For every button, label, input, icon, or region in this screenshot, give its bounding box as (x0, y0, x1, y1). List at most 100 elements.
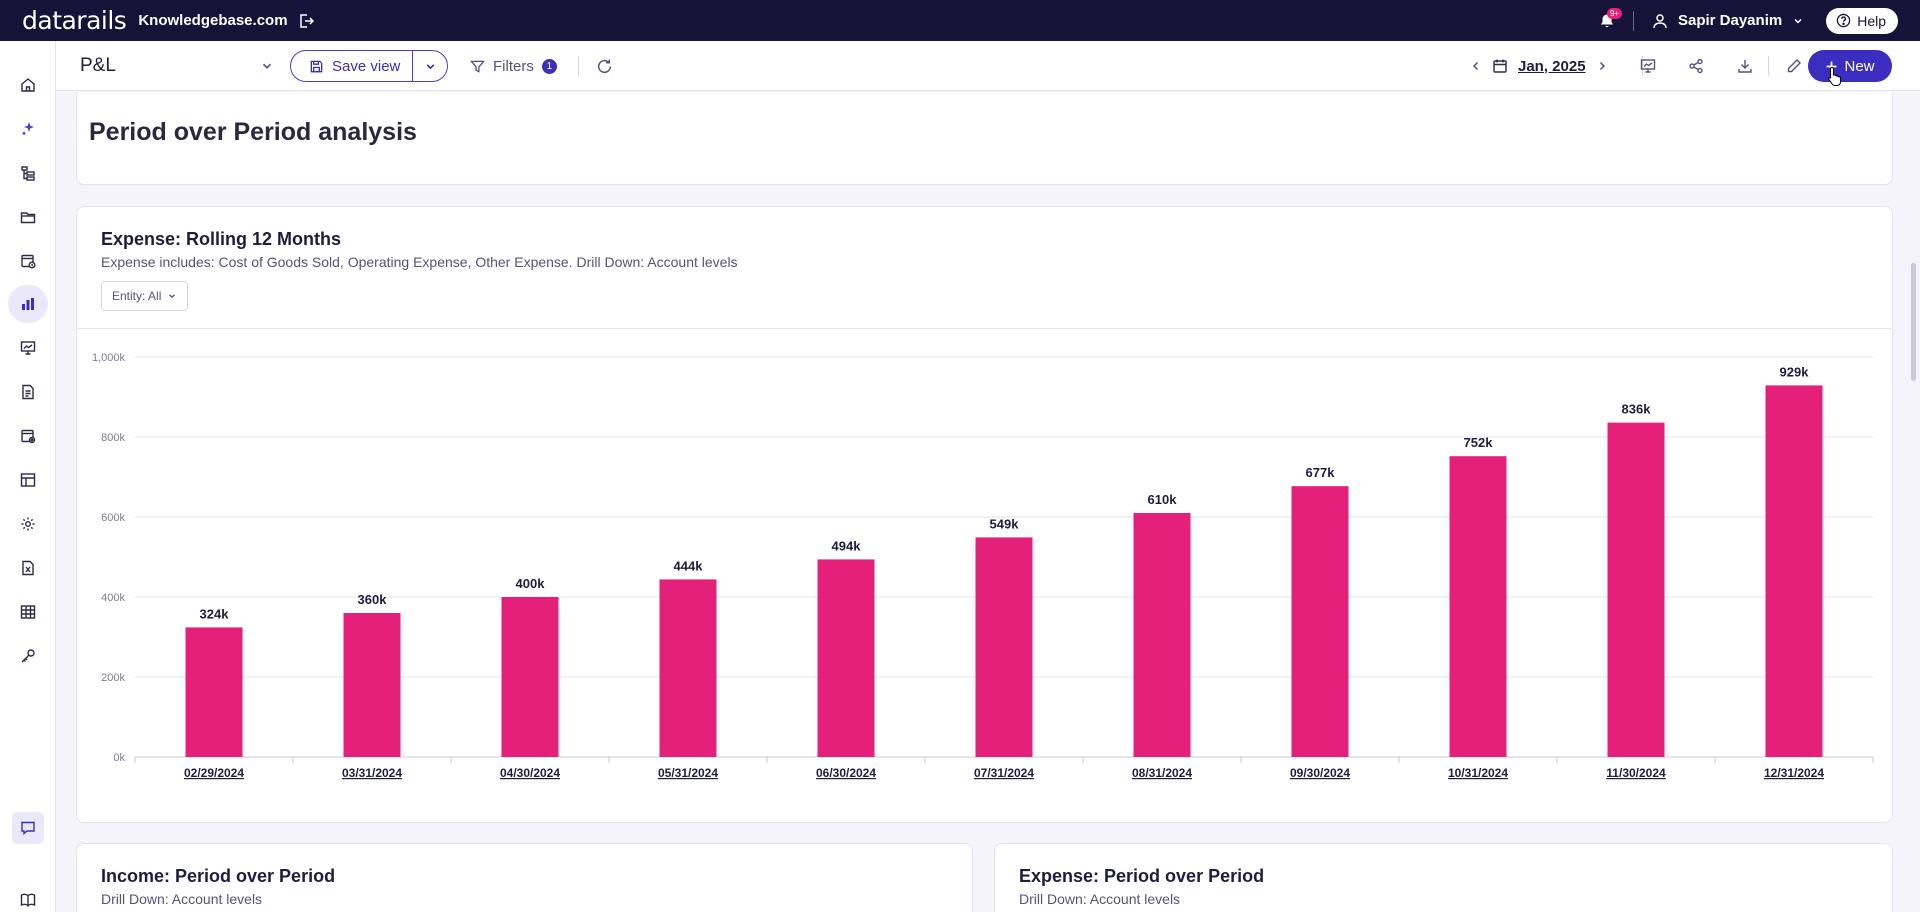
save-view-button[interactable]: Save view (291, 51, 414, 81)
expense-bar-chart: 0k 200k 400k 600k 800k 1,000k 324k 02/29/2024 36… (92, 352, 1874, 780)
x-tick-label: 06/30/2024 (816, 766, 876, 780)
bar (817, 559, 875, 757)
x-tick-label: 04/30/2024 (500, 766, 560, 780)
chart-card-title: Expense: Rolling 12 Months (101, 229, 342, 249)
presentation-mode-icon[interactable] (1638, 56, 1658, 76)
switch-company-icon[interactable] (298, 13, 314, 29)
expense-pop-card: Expense: Period over Period Drill Down: … (994, 843, 1893, 912)
bar (1765, 385, 1823, 757)
entity-filter-dropdown[interactable]: Entity: All (101, 281, 189, 311)
bar (975, 537, 1033, 757)
x-tick-label: 05/31/2024 (658, 766, 718, 780)
x-tick-label: 08/31/2024 (1132, 766, 1192, 780)
presentation-icon[interactable] (8, 329, 48, 367)
entity-filter-label: Entity: All (112, 289, 162, 303)
user-menu[interactable]: Sapir Dayanim (1652, 12, 1804, 29)
x-tick-label: 11/30/2024 (1606, 766, 1666, 780)
document-icon[interactable] (8, 373, 48, 411)
chart-card-subtitle: Expense includes: Cost of Goods Sold, Op… (101, 254, 738, 270)
y-tick-label: 400k (101, 592, 125, 604)
y-tick-label: 1,000k (92, 352, 126, 364)
table-layout-icon[interactable] (8, 461, 48, 499)
view-selector-chevron-icon[interactable] (260, 41, 274, 91)
bar (659, 579, 717, 757)
notifications-bell-icon[interactable]: 9+ (1599, 7, 1623, 29)
y-tick-label: 600k (101, 512, 125, 524)
bar-value-label: 324k (200, 606, 230, 621)
bar-value-label: 549k (990, 516, 1020, 531)
bar-value-label: 752k (1464, 435, 1494, 450)
y-tick-label: 800k (101, 432, 125, 444)
view-toolbar: P&L Save view Filters 1 Jan, 2025 (56, 41, 1920, 91)
bar (1291, 486, 1349, 757)
top-bar: datarails Knowledgebase.com 9+ Sapir Day… (0, 0, 1920, 41)
previous-period-icon[interactable] (1470, 60, 1482, 72)
refresh-icon[interactable] (596, 41, 613, 91)
bar-value-label: 677k (1306, 465, 1336, 480)
bar-chart-icon[interactable] (8, 285, 48, 323)
next-period-icon[interactable] (1596, 60, 1608, 72)
bar-value-label: 444k (674, 558, 704, 573)
bar (1133, 513, 1191, 757)
datarails-logo[interactable]: datarails (22, 6, 127, 35)
period-over-period-section: Period over Period analysis (76, 92, 1893, 185)
filter-icon (470, 60, 485, 73)
x-tick-label: 12/31/2024 (1764, 766, 1824, 780)
book-icon[interactable] (8, 881, 48, 912)
chat-icon[interactable] (8, 809, 48, 847)
filters-count-badge: 1 (541, 58, 557, 74)
home-icon[interactable] (8, 66, 48, 104)
period-label[interactable]: Jan, 2025 (1518, 57, 1586, 75)
x-tick-label: 10/31/2024 (1448, 766, 1508, 780)
x-tick-label: 09/30/2024 (1290, 766, 1350, 780)
toolbar-divider (578, 56, 579, 76)
page-scrollbar-thumb[interactable] (1911, 263, 1916, 381)
grid-table-icon[interactable] (8, 593, 48, 631)
income-pop-card: Income: Period over Period Drill Down: A… (76, 843, 973, 912)
bar (1607, 422, 1665, 757)
excel-file-icon[interactable] (8, 549, 48, 587)
bar (343, 613, 401, 757)
topbar-divider (1632, 10, 1634, 31)
period-selector: Jan, 2025 (1470, 41, 1608, 91)
save-icon (310, 60, 323, 72)
view-name[interactable]: P&L (80, 55, 116, 76)
x-tick-label: 07/31/2024 (974, 766, 1034, 780)
company-name: Knowledgebase.com (138, 12, 288, 29)
scheduled-report-icon[interactable] (8, 242, 48, 280)
help-icon (1836, 13, 1851, 28)
notification-count-badge: 9+ (1606, 7, 1623, 19)
download-icon[interactable] (1735, 56, 1755, 76)
share-icon[interactable] (1686, 56, 1706, 76)
save-view-dropdown-button[interactable] (413, 51, 447, 81)
y-tick-label: 200k (101, 672, 125, 684)
income-pop-title: Income: Period over Period (101, 866, 336, 886)
new-button-label: New (1844, 57, 1875, 75)
key-icon[interactable] (8, 637, 48, 675)
y-tick-label: 0k (113, 752, 125, 764)
calendar-icon (1493, 59, 1507, 73)
folder-icon[interactable] (8, 198, 48, 236)
hierarchy-icon[interactable] (8, 154, 48, 192)
edit-pencil-icon[interactable] (1784, 56, 1804, 76)
user-name: Sapir Dayanim (1677, 12, 1783, 29)
page-scrollbar-track[interactable] (1906, 92, 1920, 912)
new-button[interactable]: New (1808, 50, 1892, 82)
expense-rolling-chart-card: Expense: Rolling 12 Months Expense inclu… (76, 206, 1893, 823)
user-icon (1653, 13, 1667, 28)
filters-button[interactable]: Filters 1 (470, 41, 557, 91)
help-button[interactable]: Help (1826, 7, 1898, 34)
chevron-down-icon (426, 63, 435, 69)
section-title: Period over Period analysis (89, 118, 417, 146)
card-divider (77, 328, 1892, 329)
bar-value-label: 929k (1780, 364, 1810, 379)
expense-pop-title: Expense: Period over Period (1019, 866, 1265, 886)
expense-pop-subtitle: Drill Down: Account levels (1019, 891, 1181, 907)
x-tick-label: 02/29/2024 (184, 766, 244, 780)
calendar-settings-icon[interactable] (8, 417, 48, 455)
toolbar-divider (1642, 56, 1643, 76)
settings-icon[interactable] (8, 505, 48, 543)
bar (185, 627, 243, 757)
filters-label: Filters (493, 57, 534, 75)
ai-sparkle-icon[interactable] (8, 110, 48, 148)
